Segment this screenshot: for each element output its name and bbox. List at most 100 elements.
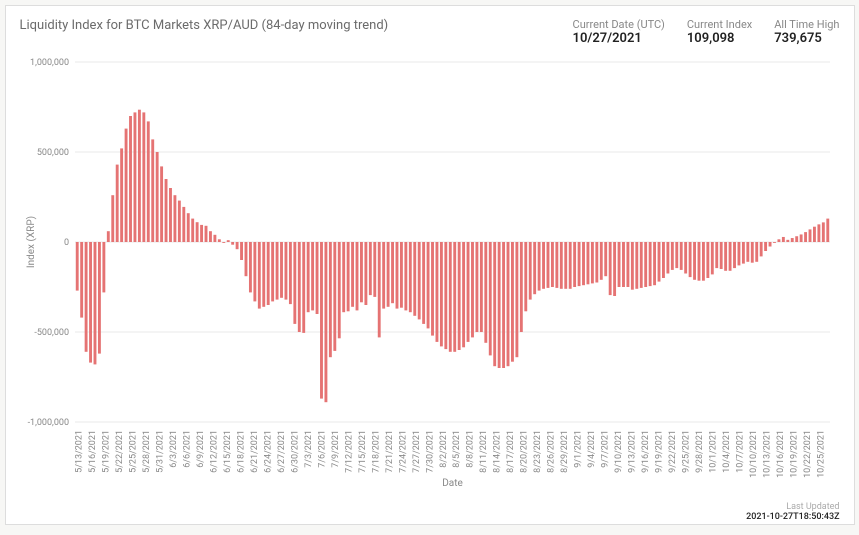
bar[interactable]	[368, 242, 371, 295]
bar[interactable]	[550, 242, 553, 287]
bar[interactable]	[808, 229, 811, 242]
bar[interactable]	[311, 242, 314, 310]
bar[interactable]	[351, 242, 354, 307]
bar[interactable]	[604, 242, 607, 276]
bar[interactable]	[781, 237, 784, 242]
bar[interactable]	[244, 242, 247, 276]
bar[interactable]	[817, 224, 820, 242]
bar[interactable]	[137, 110, 140, 242]
bar[interactable]	[679, 242, 682, 270]
bar[interactable]	[222, 242, 225, 243]
bar[interactable]	[484, 242, 487, 343]
bar[interactable]	[475, 242, 478, 332]
bar[interactable]	[142, 112, 145, 242]
bar[interactable]	[515, 242, 518, 357]
bar[interactable]	[395, 242, 398, 309]
bar[interactable]	[479, 242, 482, 332]
bar[interactable]	[275, 242, 278, 300]
bar[interactable]	[533, 242, 536, 294]
bar[interactable]	[519, 242, 522, 332]
bar[interactable]	[408, 242, 411, 312]
bar[interactable]	[160, 166, 163, 242]
bar[interactable]	[373, 242, 376, 297]
bar[interactable]	[590, 242, 593, 283]
bar[interactable]	[435, 242, 438, 342]
bar[interactable]	[630, 242, 633, 290]
bar[interactable]	[155, 152, 158, 242]
bar[interactable]	[315, 242, 318, 314]
bar[interactable]	[497, 242, 500, 368]
bar[interactable]	[177, 201, 180, 242]
bar[interactable]	[191, 219, 194, 242]
bar[interactable]	[595, 242, 598, 283]
bar[interactable]	[102, 242, 105, 292]
bar[interactable]	[200, 225, 203, 242]
bar[interactable]	[795, 236, 798, 242]
bar[interactable]	[657, 242, 660, 282]
bar[interactable]	[89, 242, 92, 363]
bar[interactable]	[386, 242, 389, 307]
bar[interactable]	[524, 242, 527, 311]
bar[interactable]	[195, 222, 198, 242]
bar[interactable]	[777, 239, 780, 242]
bar[interactable]	[346, 242, 349, 311]
bar[interactable]	[577, 242, 580, 286]
bar[interactable]	[773, 242, 776, 243]
bar[interactable]	[670, 242, 673, 270]
bar[interactable]	[204, 226, 207, 242]
bar[interactable]	[768, 242, 771, 247]
bar[interactable]	[555, 242, 558, 288]
bar[interactable]	[226, 240, 229, 242]
bar[interactable]	[253, 242, 256, 301]
bar[interactable]	[448, 242, 451, 352]
bar[interactable]	[750, 242, 753, 263]
bar[interactable]	[120, 148, 123, 242]
bar[interactable]	[422, 242, 425, 324]
bar[interactable]	[115, 165, 118, 242]
bar[interactable]	[248, 242, 251, 292]
bar[interactable]	[626, 242, 629, 287]
bar[interactable]	[733, 242, 736, 268]
bar[interactable]	[80, 242, 83, 318]
bar[interactable]	[280, 242, 283, 298]
bar[interactable]	[377, 242, 380, 337]
bar[interactable]	[439, 242, 442, 346]
bar[interactable]	[582, 242, 585, 285]
bar[interactable]	[639, 242, 642, 288]
bar[interactable]	[564, 242, 567, 289]
bar[interactable]	[320, 242, 323, 399]
bar[interactable]	[746, 242, 749, 262]
bar[interactable]	[790, 238, 793, 242]
bar[interactable]	[324, 242, 327, 402]
bar[interactable]	[741, 242, 744, 264]
bar[interactable]	[715, 242, 718, 268]
bar[interactable]	[466, 242, 469, 342]
bar[interactable]	[457, 242, 460, 350]
bar[interactable]	[133, 112, 136, 242]
bar[interactable]	[364, 242, 367, 305]
bar[interactable]	[173, 195, 176, 242]
bar[interactable]	[382, 242, 385, 309]
bar[interactable]	[271, 242, 274, 301]
bar[interactable]	[399, 242, 402, 308]
bar[interactable]	[653, 242, 656, 285]
bar[interactable]	[710, 242, 713, 274]
bar[interactable]	[693, 242, 696, 280]
bar[interactable]	[493, 242, 496, 366]
bar[interactable]	[684, 242, 687, 274]
bar[interactable]	[431, 242, 434, 336]
bar[interactable]	[613, 242, 616, 296]
bar[interactable]	[511, 242, 514, 362]
bar[interactable]	[169, 188, 172, 242]
bar[interactable]	[151, 139, 154, 242]
bar[interactable]	[559, 242, 562, 289]
bar[interactable]	[284, 242, 287, 300]
bar[interactable]	[426, 242, 429, 328]
bar[interactable]	[622, 242, 625, 287]
bar[interactable]	[217, 239, 220, 242]
bar[interactable]	[719, 242, 722, 269]
bar[interactable]	[546, 242, 549, 288]
bar[interactable]	[209, 231, 212, 242]
bar[interactable]	[182, 207, 185, 242]
bar[interactable]	[488, 242, 491, 355]
